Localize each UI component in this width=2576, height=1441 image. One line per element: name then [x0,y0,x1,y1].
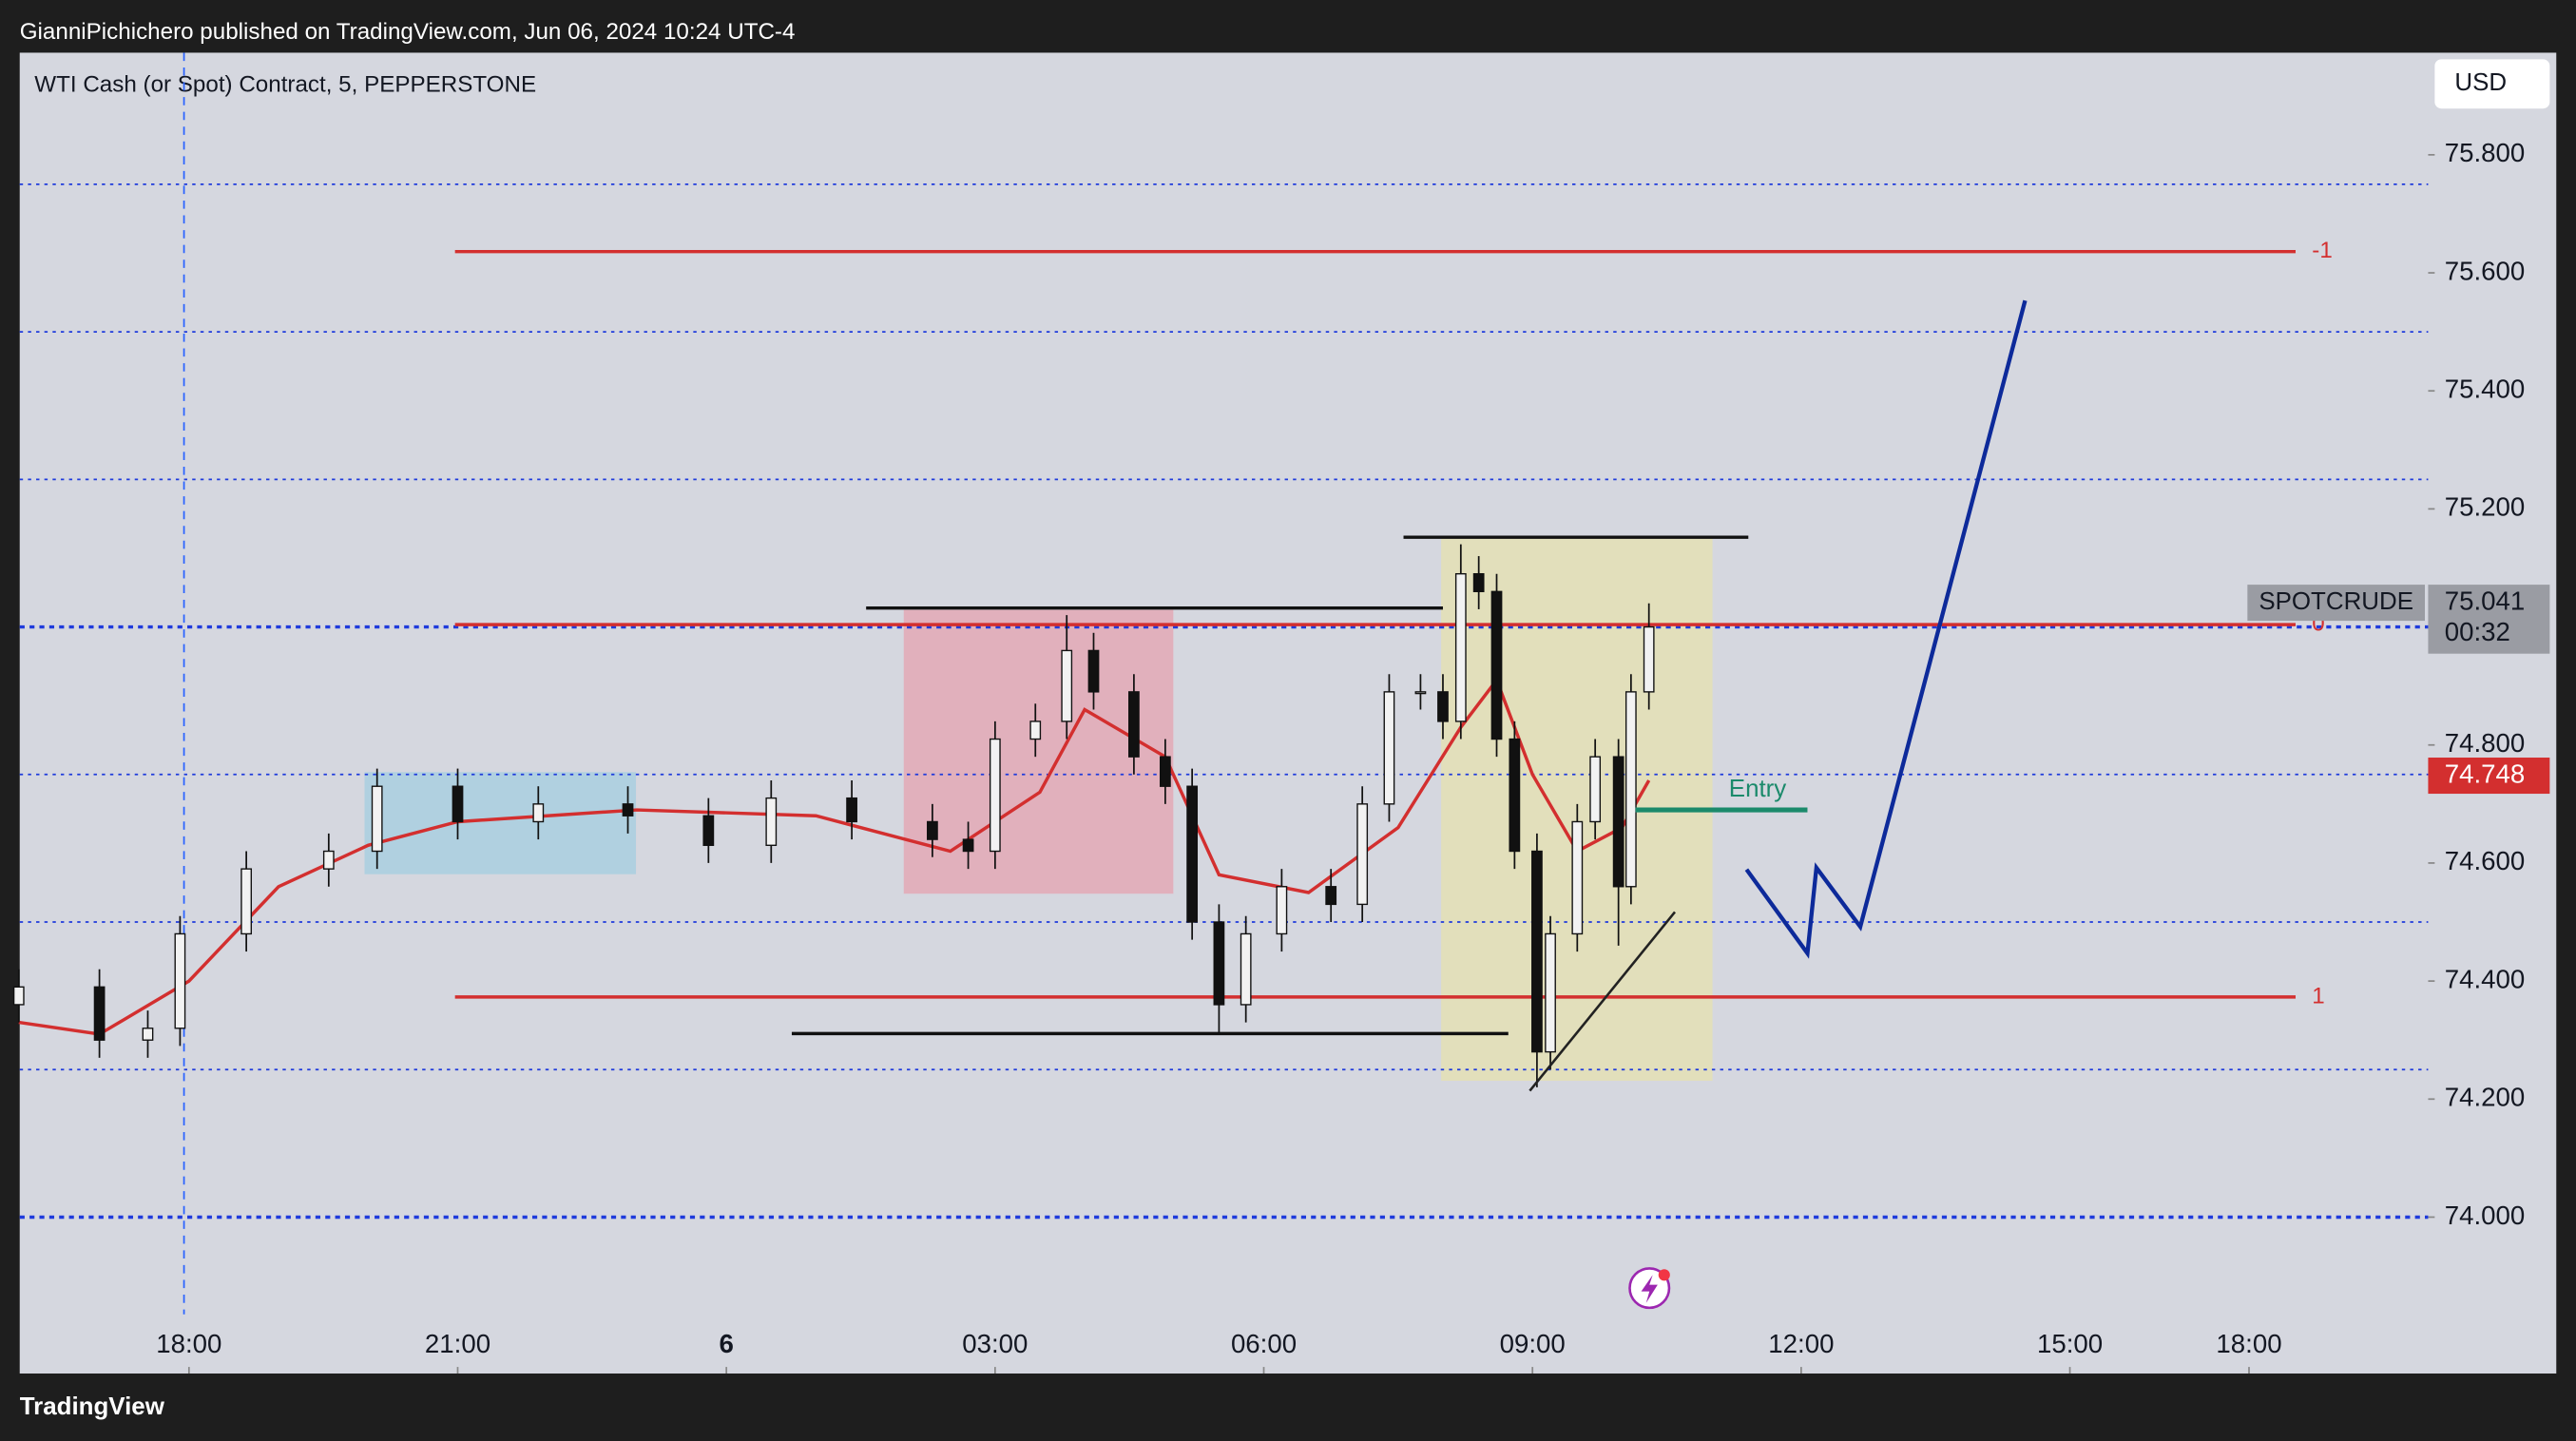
bolt [1641,1275,1658,1303]
y-tick-label: 75.800 [2445,138,2526,167]
candle-body [622,803,634,817]
alert-dot [1658,1269,1670,1281]
candle-body [1643,625,1655,693]
chart-title: WTI Cash (or Spot) Contract, 5, PEPPERST… [34,71,536,97]
candle-body [142,1028,154,1041]
chart-bg [19,52,2557,1374]
candle-body [452,785,464,823]
x-tick-label: 12:00 [1768,1329,1834,1358]
last-price: 75.041 [2445,586,2526,615]
candle-body [1531,850,1543,1053]
projection-path [1744,299,2028,959]
fib-label: 1 [2312,983,2324,1009]
candle-body [1472,572,1485,593]
y-tick-label: 74.000 [2445,1201,2526,1230]
candle-body [1276,886,1288,935]
candle-body [174,932,186,1029]
entry-label: Entry [1729,776,1787,802]
candle-body [1571,820,1584,935]
candle-body [765,797,778,846]
candle-body [1029,720,1042,740]
trend-line [1528,911,1677,1092]
candle-body [12,986,25,1006]
marker-price: 74.748 [2445,759,2526,788]
candle-body [1490,590,1503,740]
candle-body [1414,691,1427,695]
symbol-label: SPOTCRUDE [2259,588,2413,615]
candle-body [1437,691,1449,722]
candle-body [927,820,938,840]
candle-body [1128,691,1140,758]
y-tick-label: 75.200 [2445,492,2526,522]
candle-body [1454,572,1467,722]
symbol-badge [2247,585,2425,622]
candle-body [1383,691,1395,805]
y-tick-label: 74.200 [2445,1083,2526,1112]
last-price-badge [2428,585,2550,654]
candle-body [989,738,1001,853]
candle-body [846,797,857,823]
candle-body [93,986,106,1041]
candle-body [322,850,335,870]
candle-body [1186,785,1199,923]
countdown: 00:32 [2445,617,2510,646]
candle-body [371,785,383,853]
marker-badge [2428,758,2550,795]
candle-body [1160,756,1171,787]
candle-body [1356,803,1369,906]
plot: 74.000 74.200 74.400 74.600 74.800 75.200 75.4… [12,138,2550,1374]
candle-body [1325,886,1337,906]
candle-body [962,838,974,853]
candle-body [1213,921,1225,1006]
x-tick-label: 15:00 [2037,1329,2103,1358]
y-tick-label: 74.600 [2445,846,2526,875]
candle-body [1061,649,1073,722]
fib-label: -1 [2312,238,2333,263]
candle-body [1087,649,1100,693]
moving-average [18,676,1651,1036]
y-tick-label: 75.400 [2445,375,2526,404]
x-tick-label: 21:00 [425,1329,490,1358]
candle-body [1240,932,1252,1006]
y-tick-label: 74.800 [2445,728,2526,758]
candle-body [532,803,545,823]
x-tick-label: 18:00 [2216,1329,2281,1358]
candle-body [1612,756,1624,888]
candle-body [1509,738,1521,853]
candle-body [702,815,715,846]
candle-body [1545,932,1556,1053]
x-tick-label: 06:00 [1231,1329,1297,1358]
currency[interactable]: USD [2454,69,2507,96]
candle-body [240,868,253,935]
currency-button[interactable] [2434,59,2550,109]
x-tick-label: 03:00 [962,1329,1028,1358]
zone-box [364,772,637,874]
x-tick-label: 6 [719,1329,733,1358]
x-tick-label: 09:00 [1500,1329,1566,1358]
x-tick-label: 18:00 [156,1329,221,1358]
candle-body [1624,691,1637,888]
y-tick-label: 74.400 [2445,964,2526,993]
y-tick-label: 75.600 [2445,256,2526,285]
published-line: GianniPichichero published on TradingVie… [20,19,796,45]
footer-logo: TradingView [20,1393,165,1420]
candle-body [1589,756,1602,823]
